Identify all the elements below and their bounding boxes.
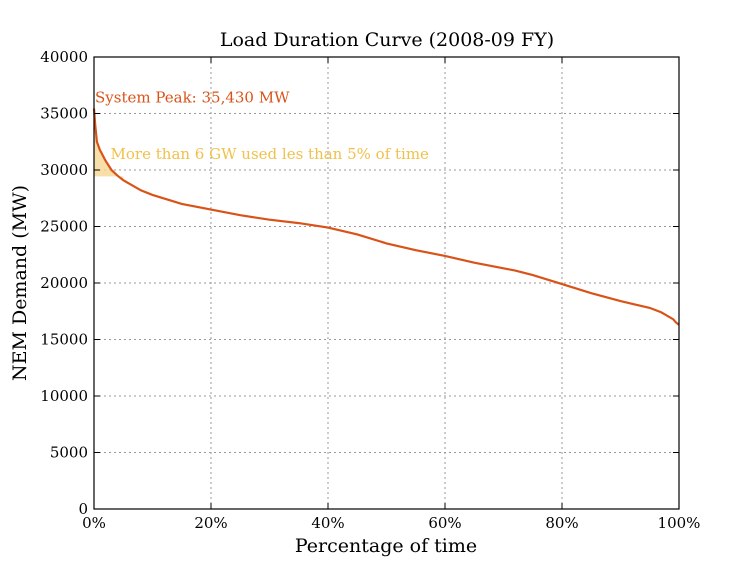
shaded-band-layer xyxy=(94,108,124,181)
y-tick-label: 25000 xyxy=(40,218,88,236)
chart-title: Load Duration Curve (2008-09 FY) xyxy=(220,29,554,51)
tick-layer: 0% 20% 40% 60% 80% 100% 0 5000 10000 15000 20000 25… xyxy=(40,48,700,532)
y-axis-label: NEM Demand (MW) xyxy=(9,185,31,381)
x-tick-label: 60% xyxy=(428,514,461,532)
y-tick-label: 5000 xyxy=(50,444,88,462)
plot-frame xyxy=(93,56,680,510)
x-tick-label: 40% xyxy=(311,514,344,532)
y-tick-label: 20000 xyxy=(40,274,88,292)
peak-band-area xyxy=(94,108,124,181)
x-tick-label: 100% xyxy=(658,514,701,532)
curve-layer xyxy=(92,108,680,326)
load-duration-line xyxy=(92,108,680,326)
peak-annotation: System Peak: 35,430 MW xyxy=(95,89,290,107)
x-tick-label: 80% xyxy=(545,514,578,532)
x-axis-label: Percentage of time xyxy=(295,535,477,557)
band-annotation: More than 6 GW used les than 5% of time xyxy=(111,145,430,163)
y-tick-label: 40000 xyxy=(40,48,88,66)
y-tick-label: 30000 xyxy=(40,161,88,179)
y-tick-label: 15000 xyxy=(40,331,88,349)
y-tick-label: 35000 xyxy=(40,105,88,123)
x-tick-label: 0% xyxy=(82,514,106,532)
y-tick-label: 10000 xyxy=(40,387,88,405)
y-tick-label: 0 xyxy=(78,500,88,518)
grid-layer xyxy=(94,57,679,509)
x-tick-label: 20% xyxy=(194,514,227,532)
